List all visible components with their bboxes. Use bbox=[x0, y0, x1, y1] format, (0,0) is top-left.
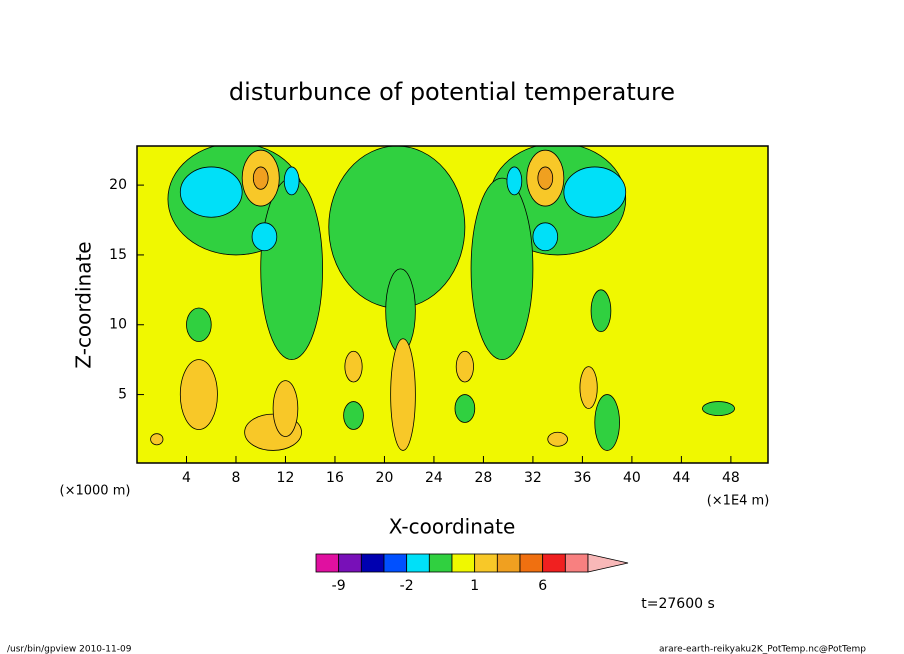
contour-field bbox=[137, 146, 768, 463]
contour-region bbox=[537, 166, 554, 190]
contour-region bbox=[283, 166, 300, 196]
contour-region bbox=[390, 338, 416, 451]
contour-region bbox=[150, 433, 164, 446]
x-tick-label: 8 bbox=[232, 470, 241, 486]
colorbar-segment bbox=[315, 553, 340, 573]
x-unit: (×1000 m) bbox=[60, 484, 131, 499]
plot-frame bbox=[136, 145, 769, 464]
contour-region bbox=[594, 394, 620, 451]
colorbar-segment bbox=[428, 553, 453, 573]
y-tick-label: 10 bbox=[109, 317, 127, 333]
x-scale-note: (×1E4 m) bbox=[707, 494, 770, 509]
contour-region bbox=[563, 166, 627, 218]
contour-region bbox=[547, 431, 568, 447]
contour-region bbox=[179, 359, 218, 430]
colorbar-segment bbox=[496, 553, 521, 573]
contour-region bbox=[251, 222, 278, 252]
colorbar-segment bbox=[564, 553, 589, 573]
contour-region bbox=[179, 166, 243, 218]
colorbar-segment bbox=[338, 553, 362, 573]
x-tick-label: 28 bbox=[475, 470, 493, 486]
contour-region bbox=[455, 350, 474, 383]
x-tick-label: 36 bbox=[573, 470, 591, 486]
footer-left: /usr/bin/gpview 2010-11-09 bbox=[7, 645, 132, 654]
colorbar-extend bbox=[587, 553, 629, 573]
x-tick-label: 16 bbox=[326, 470, 344, 486]
x-tick-label: 40 bbox=[623, 470, 641, 486]
colorbar-segment bbox=[519, 553, 544, 573]
x-tick-label: 44 bbox=[672, 470, 690, 486]
contour-region bbox=[506, 166, 523, 196]
contour-region bbox=[470, 177, 534, 361]
colorbar-segment bbox=[542, 553, 566, 573]
contour-region bbox=[579, 366, 598, 409]
x-tick-label: 12 bbox=[277, 470, 295, 486]
y-tick-label: 15 bbox=[109, 247, 127, 263]
contour-region bbox=[702, 401, 735, 416]
colorbar-segment bbox=[383, 553, 408, 573]
contour-region bbox=[186, 307, 212, 342]
chart-title: disturbunce of potential temperature bbox=[229, 78, 675, 106]
x-tick-label: 24 bbox=[425, 470, 443, 486]
colorbar-tick-label: -9 bbox=[332, 578, 346, 594]
colorbar-tick-label: 6 bbox=[538, 578, 547, 594]
footer-right: arare-earth-reikyaku2K_PotTemp.nc@PotTem… bbox=[659, 645, 866, 654]
colorbar-segment bbox=[474, 553, 498, 573]
y-tick-label: 20 bbox=[109, 177, 127, 193]
contour-region bbox=[260, 177, 323, 361]
x-tick-label: 48 bbox=[722, 470, 740, 486]
colorbar-segment bbox=[406, 553, 430, 573]
contour-region bbox=[344, 350, 363, 383]
contour-region bbox=[343, 401, 364, 430]
contour-region bbox=[454, 394, 476, 423]
x-tick-label: 20 bbox=[376, 470, 394, 486]
colorbar-tick-label: -2 bbox=[400, 578, 414, 594]
y-axis-label: Z-coordinate bbox=[72, 241, 96, 368]
x-axis-label: X-coordinate bbox=[389, 515, 516, 539]
contour-region bbox=[252, 166, 269, 190]
x-tick-label: 32 bbox=[524, 470, 542, 486]
contour-region bbox=[590, 289, 612, 333]
colorbar-segment bbox=[451, 553, 476, 573]
colorbar-tick-label: 1 bbox=[470, 578, 479, 594]
time-label: t=27600 s bbox=[641, 596, 715, 612]
contour-region bbox=[272, 380, 299, 437]
x-tick-label: 4 bbox=[182, 470, 191, 486]
colorbar-segment bbox=[360, 553, 385, 573]
contour-region bbox=[532, 222, 559, 252]
y-tick-label: 5 bbox=[118, 387, 127, 403]
